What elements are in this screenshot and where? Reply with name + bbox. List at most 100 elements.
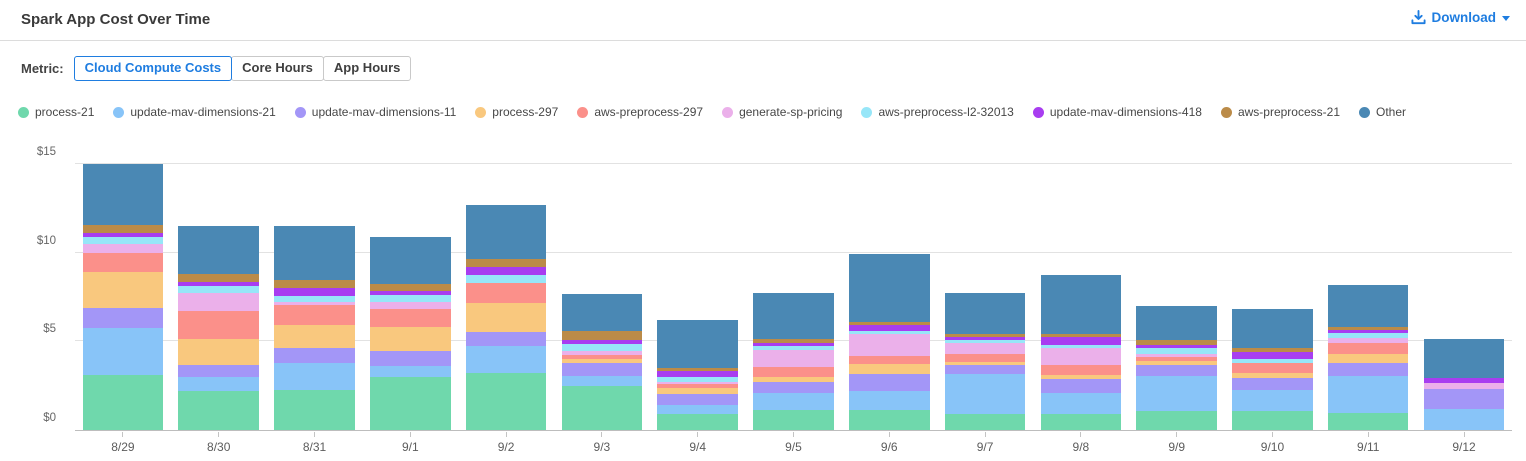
bar-segment-aws-preprocess-297[interactable] xyxy=(82,253,164,272)
bar-segment-process-297[interactable] xyxy=(849,364,930,375)
legend-item-generate-sp-pricing[interactable]: generate-sp-pricing xyxy=(722,105,842,119)
bar-segment-update-mav-dimensions-418[interactable] xyxy=(1232,352,1313,360)
bar-segment-process-297[interactable] xyxy=(465,302,547,333)
bar-segment-aws-preprocess-21[interactable] xyxy=(178,273,259,282)
bar-segment-update-mav-dimensions-11[interactable] xyxy=(370,351,451,367)
bar-segment-other[interactable] xyxy=(1040,274,1122,334)
bar-segment-generate-sp-pricing[interactable] xyxy=(1040,347,1122,366)
bar-segment-update-mav-dimensions-418[interactable] xyxy=(274,288,355,296)
bar-segment-update-mav-dimensions-21[interactable] xyxy=(1136,376,1217,411)
bar-segment-other[interactable] xyxy=(561,293,643,332)
bar-segment-other[interactable] xyxy=(1328,284,1409,327)
bar-segment-aws-preprocess-21[interactable] xyxy=(944,334,1026,338)
bar-segment-aws-preprocess-21[interactable] xyxy=(1328,326,1409,331)
bar-segment-aws-preprocess-l2-32013[interactable] xyxy=(944,340,1026,344)
bar-segment-process-297[interactable] xyxy=(1328,354,1409,364)
bar-segment-update-mav-dimensions-21[interactable] xyxy=(465,346,547,374)
bar-segment-generate-sp-pricing[interactable] xyxy=(657,381,738,385)
bar-segment-process-21[interactable] xyxy=(178,391,259,430)
bar-segment-aws-preprocess-21[interactable] xyxy=(274,280,355,289)
legend-item-aws-preprocess-21[interactable]: aws-preprocess-21 xyxy=(1220,105,1340,119)
bar-segment-process-297[interactable] xyxy=(1040,375,1122,380)
bar-segment-aws-preprocess-21[interactable] xyxy=(370,283,451,291)
bar-segment-update-mav-dimensions-21[interactable] xyxy=(1040,393,1122,414)
bar-segment-process-297[interactable] xyxy=(944,362,1026,366)
bar-segment-process-21[interactable] xyxy=(561,386,643,430)
bar-segment-process-297[interactable] xyxy=(370,327,451,352)
bar-segment-other[interactable] xyxy=(1423,339,1505,379)
bar-segment-process-297[interactable] xyxy=(753,377,834,383)
bar-segment-aws-preprocess-297[interactable] xyxy=(1136,357,1217,362)
bar-segment-aws-preprocess-l2-32013[interactable] xyxy=(657,377,738,382)
bar-segment-update-mav-dimensions-418[interactable] xyxy=(1136,345,1217,349)
bar-segment-aws-preprocess-21[interactable] xyxy=(82,225,164,234)
bar-segment-aws-preprocess-297[interactable] xyxy=(1328,343,1409,355)
bar-segment-process-21[interactable] xyxy=(849,410,930,430)
bar-segment-process-21[interactable] xyxy=(753,410,834,430)
bar-segment-process-21[interactable] xyxy=(1232,411,1313,430)
metric-tab-core-hours[interactable]: Core Hours xyxy=(231,56,324,81)
bar-segment-other[interactable] xyxy=(849,253,930,322)
bar-segment-generate-sp-pricing[interactable] xyxy=(82,244,164,253)
bar-segment-process-21[interactable] xyxy=(1136,411,1217,430)
bar-segment-aws-preprocess-21[interactable] xyxy=(465,258,547,267)
bar-segment-update-mav-dimensions-11[interactable] xyxy=(274,348,355,364)
metric-tab-app-hours[interactable]: App Hours xyxy=(322,56,412,81)
legend-item-update-mav-dimensions-21[interactable]: update-mav-dimensions-21 xyxy=(113,105,276,119)
bar-segment-aws-preprocess-297[interactable] xyxy=(1040,365,1122,376)
bar-segment-aws-preprocess-297[interactable] xyxy=(178,311,259,340)
bar-segment-process-297[interactable] xyxy=(1232,373,1313,379)
bar-segment-aws-preprocess-l2-32013[interactable] xyxy=(1136,348,1217,355)
bar-segment-update-mav-dimensions-418[interactable] xyxy=(944,337,1026,341)
bar-segment-aws-preprocess-21[interactable] xyxy=(1136,340,1217,346)
bar-segment-other[interactable] xyxy=(657,320,738,369)
bar-segment-update-mav-dimensions-11[interactable] xyxy=(944,365,1026,375)
bar-segment-aws-preprocess-21[interactable] xyxy=(657,368,738,372)
bar-segment-other[interactable] xyxy=(274,225,355,281)
bar-segment-generate-sp-pricing[interactable] xyxy=(753,350,834,368)
bar-segment-generate-sp-pricing[interactable] xyxy=(1328,337,1409,344)
bar-segment-update-mav-dimensions-11[interactable] xyxy=(178,365,259,378)
bar-segment-update-mav-dimensions-11[interactable] xyxy=(1423,389,1505,410)
bar-segment-aws-preprocess-21[interactable] xyxy=(849,321,930,326)
bar-segment-aws-preprocess-297[interactable] xyxy=(753,367,834,378)
bar-segment-update-mav-dimensions-11[interactable] xyxy=(1136,364,1217,377)
bar-segment-aws-preprocess-l2-32013[interactable] xyxy=(465,274,547,283)
bar-segment-other[interactable] xyxy=(370,236,451,284)
bar-segment-process-297[interactable] xyxy=(657,388,738,394)
bar-segment-generate-sp-pricing[interactable] xyxy=(1423,383,1505,390)
bar-segment-other[interactable] xyxy=(1232,308,1313,349)
bar-segment-process-21[interactable] xyxy=(657,414,738,430)
bar-segment-aws-preprocess-21[interactable] xyxy=(1232,348,1313,353)
bar-segment-process-297[interactable] xyxy=(178,339,259,366)
bar-segment-update-mav-dimensions-418[interactable] xyxy=(370,290,451,295)
metric-tab-cloud-compute-costs[interactable]: Cloud Compute Costs xyxy=(73,56,233,81)
bar-segment-aws-preprocess-l2-32013[interactable] xyxy=(1040,344,1122,348)
bar-segment-update-mav-dimensions-418[interactable] xyxy=(1328,330,1409,334)
bar-segment-process-297[interactable] xyxy=(274,325,355,349)
bar-segment-aws-preprocess-297[interactable] xyxy=(561,355,643,360)
bar-segment-update-mav-dimensions-11[interactable] xyxy=(561,363,643,377)
legend-item-aws-preprocess-297[interactable]: aws-preprocess-297 xyxy=(577,105,703,119)
bar-segment-update-mav-dimensions-11[interactable] xyxy=(1328,363,1409,377)
bar-segment-generate-sp-pricing[interactable] xyxy=(274,302,355,306)
bar-segment-update-mav-dimensions-418[interactable] xyxy=(657,371,738,378)
bar-segment-update-mav-dimensions-21[interactable] xyxy=(274,363,355,391)
bar-segment-process-21[interactable] xyxy=(1328,413,1409,430)
bar-segment-generate-sp-pricing[interactable] xyxy=(944,343,1026,355)
bar-segment-generate-sp-pricing[interactable] xyxy=(561,351,643,356)
bar-segment-aws-preprocess-l2-32013[interactable] xyxy=(178,285,259,293)
bar-segment-other[interactable] xyxy=(465,204,547,259)
bar-segment-update-mav-dimensions-21[interactable] xyxy=(1328,376,1409,413)
bar-segment-update-mav-dimensions-418[interactable] xyxy=(753,343,834,347)
bar-segment-update-mav-dimensions-11[interactable] xyxy=(753,382,834,394)
bar-segment-aws-preprocess-297[interactable] xyxy=(849,356,930,365)
bar-segment-update-mav-dimensions-418[interactable] xyxy=(465,266,547,275)
bar-segment-update-mav-dimensions-21[interactable] xyxy=(370,366,451,378)
legend-item-other[interactable]: Other xyxy=(1359,105,1406,119)
bar-segment-update-mav-dimensions-418[interactable] xyxy=(849,325,930,332)
bar-segment-update-mav-dimensions-418[interactable] xyxy=(82,233,164,238)
bar-segment-aws-preprocess-297[interactable] xyxy=(944,354,1026,363)
bar-segment-other[interactable] xyxy=(753,292,834,340)
bar-segment-aws-preprocess-21[interactable] xyxy=(561,331,643,341)
